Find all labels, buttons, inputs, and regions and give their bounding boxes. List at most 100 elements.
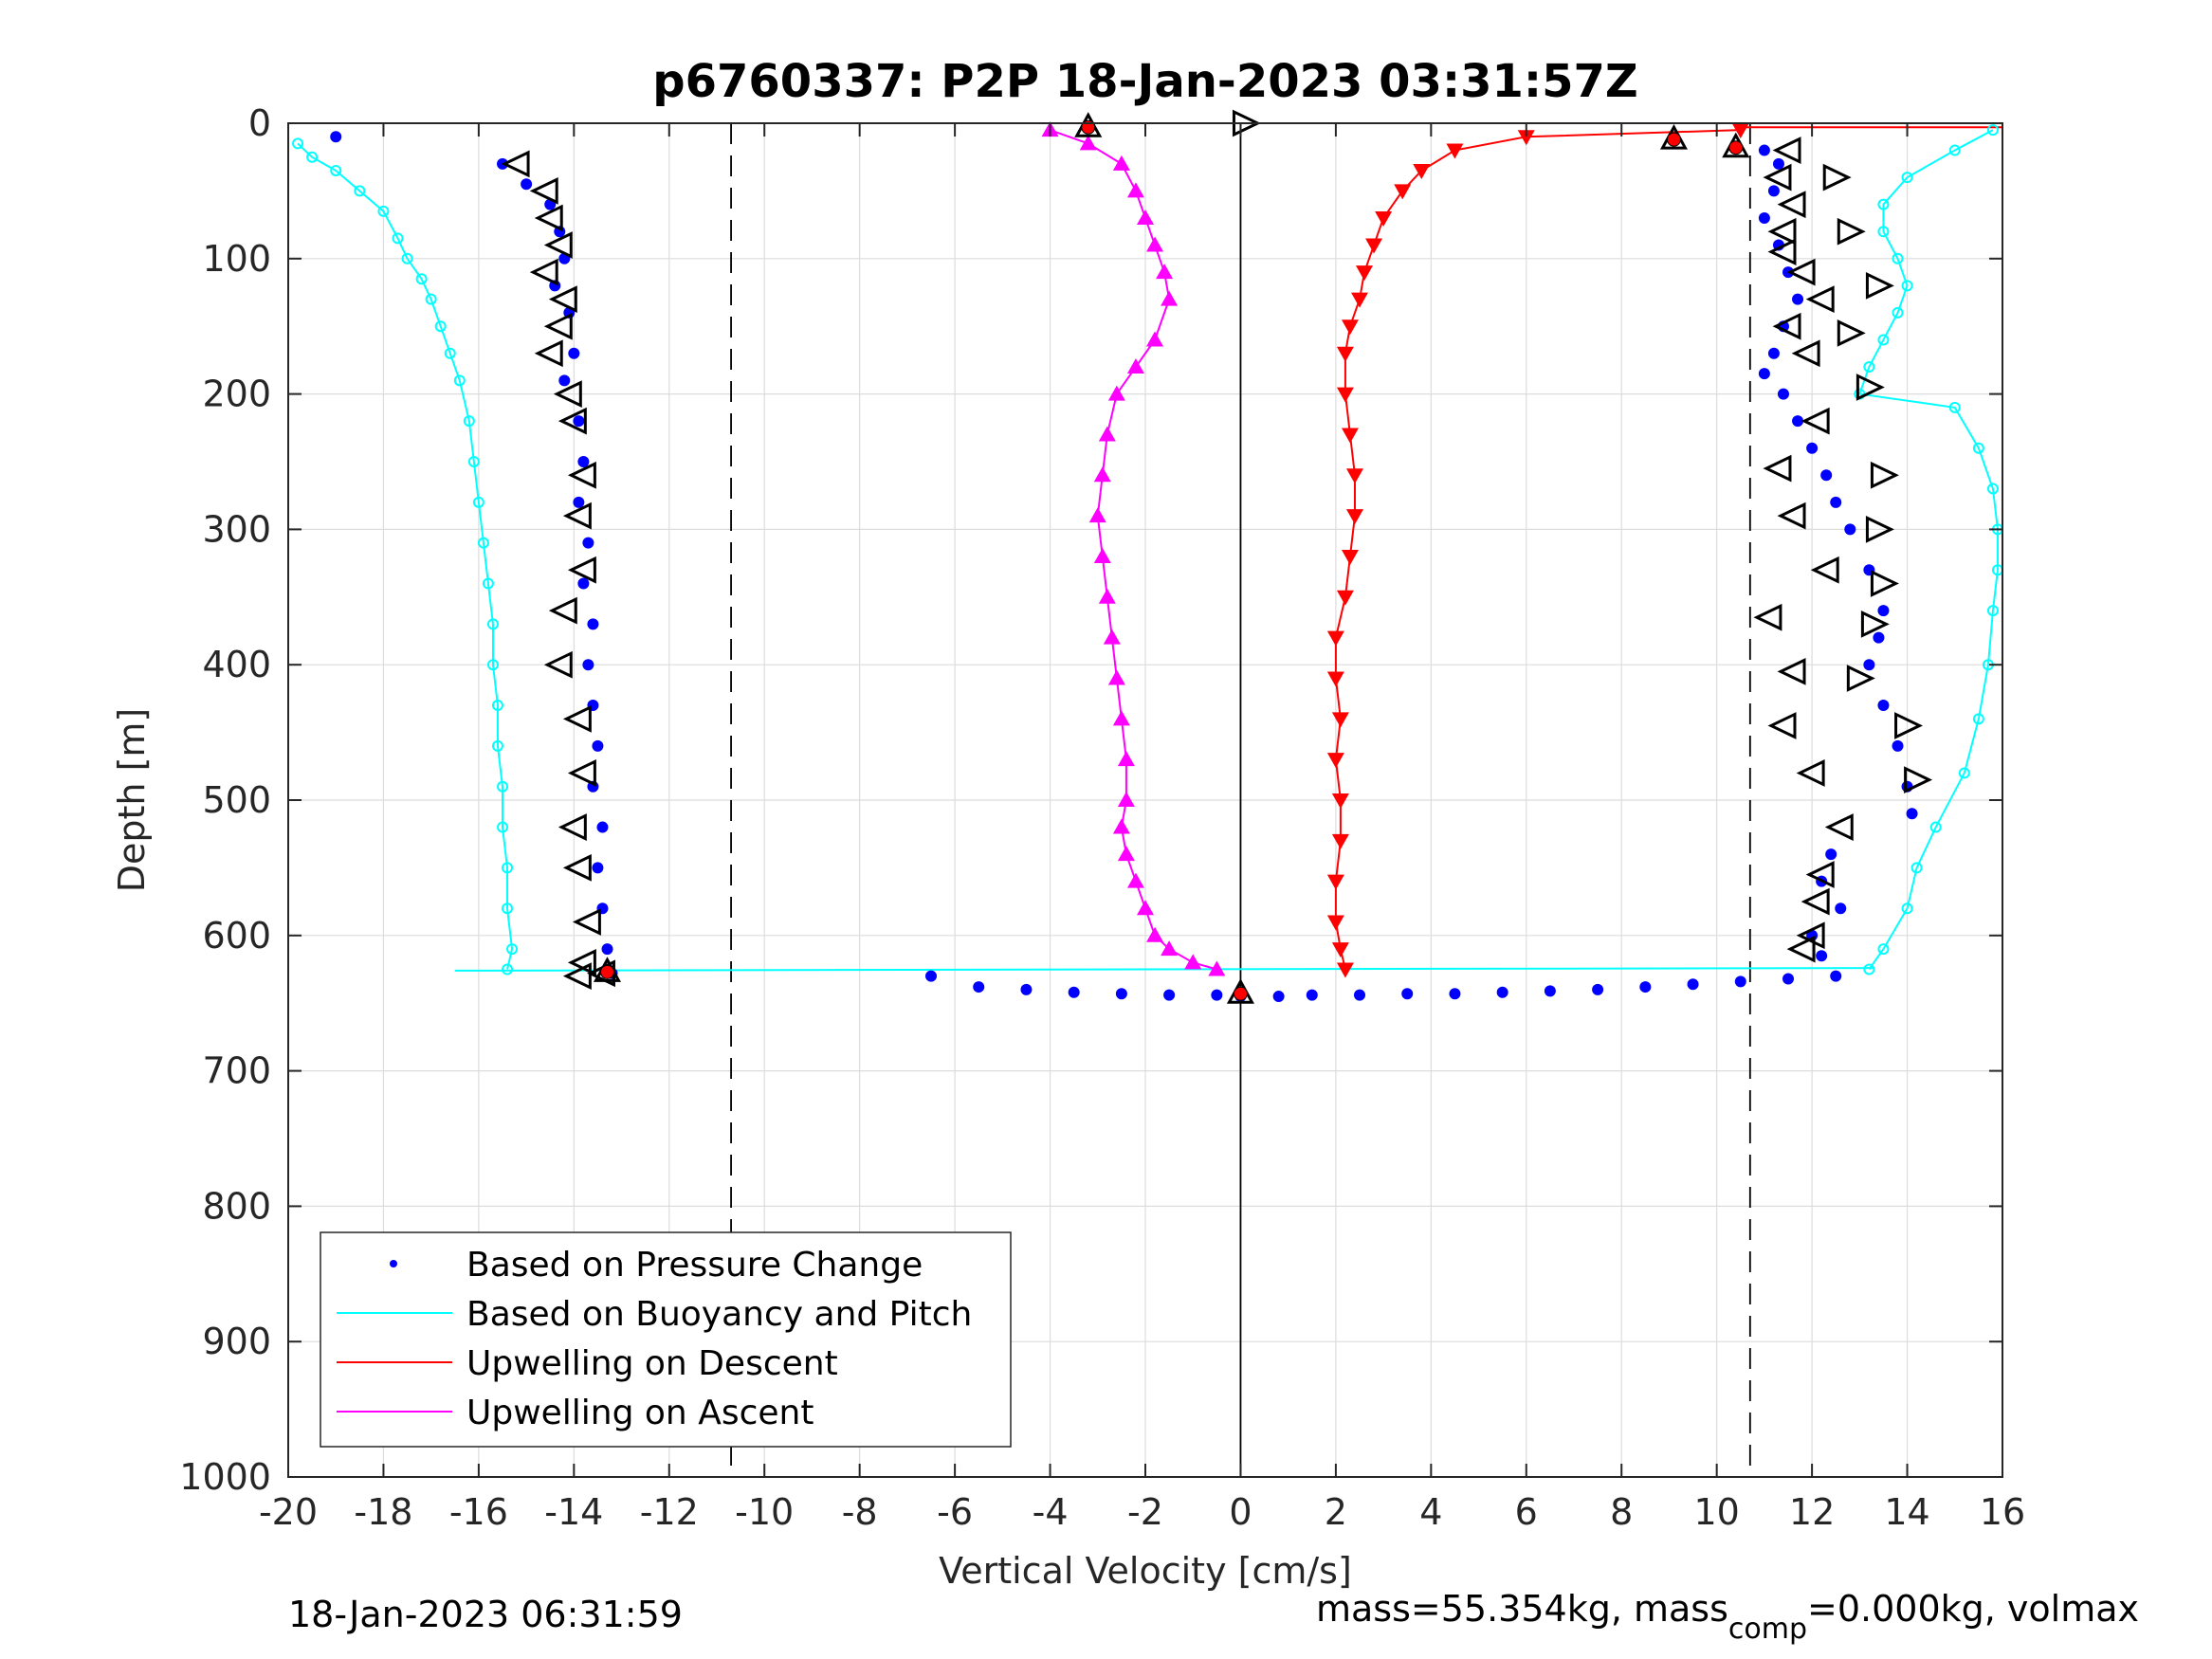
- upwelling_ascent-point: [1161, 940, 1179, 957]
- buoyancy_pitch_ascent-point: [1972, 442, 1984, 454]
- pressure_ascent-point: [1892, 739, 1904, 752]
- x-tick-label: 4: [1419, 1491, 1442, 1533]
- right-triangle-marker: [1870, 461, 1899, 489]
- x-tick-label: -12: [640, 1491, 699, 1533]
- buoyancy_pitch_ascent-point: [1910, 862, 1923, 874]
- buoyancy_pitch_descent-point: [482, 577, 494, 590]
- pressure_bottom-point: [1496, 986, 1508, 998]
- x-tick-label: -6: [937, 1491, 973, 1533]
- pressure_descent-point: [582, 659, 594, 671]
- upwelling_ascent-point: [1146, 331, 1164, 347]
- pressure_bottom-point: [1401, 988, 1414, 1000]
- left-triangle-marker: [1767, 238, 1797, 266]
- buoyancy_pitch_ascent-point: [1901, 902, 1913, 915]
- pressure_bottom-point: [925, 970, 937, 982]
- pressure_ascent-point: [1825, 848, 1837, 861]
- x-tick-label: 8: [1610, 1491, 1633, 1533]
- left-triangle-marker: [1763, 454, 1792, 483]
- x-tick-label: -8: [842, 1491, 878, 1533]
- buoyancy_pitch_ascent-point: [1958, 767, 1970, 779]
- pressure_ascent-point: [1767, 347, 1780, 359]
- x-tick-label: -14: [544, 1491, 603, 1533]
- left-triangle-marker: [1786, 258, 1816, 286]
- pressure_ascent-point: [1820, 469, 1833, 482]
- pressure_bottom-point: [1449, 988, 1461, 1000]
- buoyancy_pitch_descent-point: [463, 415, 475, 428]
- right-triangle-marker: [1837, 217, 1866, 246]
- upwelling_ascent-point: [1117, 751, 1135, 767]
- pressure_bottom-point: [1272, 991, 1285, 1003]
- buoyancy_pitch_ascent-point: [1986, 124, 1999, 137]
- pressure_ascent-point: [1792, 293, 1804, 305]
- x-tick-label: -2: [1127, 1491, 1163, 1533]
- buoyancy_pitch_descent-point: [354, 185, 366, 197]
- left-triangle-marker: [1805, 861, 1835, 888]
- left-triangle-marker: [553, 380, 582, 408]
- left-triangle-marker: [1763, 163, 1792, 191]
- right-triangle-marker: [1860, 610, 1890, 638]
- legend-pressure-label: Based on Pressure Change: [466, 1246, 923, 1285]
- pressure_ascent-point: [1877, 605, 1890, 617]
- upwelling_descent-point: [1375, 210, 1393, 227]
- y-axis-label: Depth [m]: [111, 708, 153, 893]
- buoyancy_pitch_descent-point: [486, 659, 499, 671]
- pressure_ascent-point: [1863, 659, 1875, 671]
- x-tick-label: 12: [1789, 1491, 1835, 1533]
- upwelling_descent-point: [1326, 671, 1344, 687]
- left-triangle-marker: [529, 177, 558, 205]
- buoyancy_pitch_ascent-point: [1877, 943, 1890, 956]
- pressure_ascent-point: [1777, 388, 1789, 400]
- y-tick-label: 700: [202, 1050, 271, 1092]
- upwelling_descent-point: [1326, 874, 1344, 890]
- series-markers: [292, 109, 2003, 1004]
- buoyancy_pitch_ascent-point: [1877, 198, 1890, 210]
- pressure_descent-point: [592, 739, 604, 752]
- y-axis-ticks: 0 100 200 300 400 500 600 700 800 900 1000: [179, 102, 2002, 1498]
- upwelling_ascent-point: [1137, 900, 1154, 916]
- buoyancy_pitch_ascent-point: [1892, 252, 1904, 264]
- pressure_descent-point: [521, 178, 533, 191]
- upwelling_descent-point: [1336, 346, 1354, 362]
- y-tick-label: 500: [202, 779, 271, 821]
- buoyancy_pitch_descent-point: [477, 537, 489, 549]
- footer-mass-subscript: comp: [1728, 1613, 1807, 1646]
- buoyancy_pitch_ascent-point: [1863, 361, 1875, 374]
- pressure_descent-point: [577, 577, 590, 590]
- buoyancy_pitch_ascent-point: [1948, 401, 1961, 413]
- pressure_descent-point: [577, 456, 590, 467]
- pressure_bottom-point: [1115, 988, 1127, 1000]
- upwelling_descent-point: [1345, 468, 1363, 484]
- x-tick-label: 0: [1229, 1491, 1252, 1533]
- pressure_bottom-point: [1068, 986, 1080, 998]
- pressure_ascent-point: [1877, 700, 1890, 712]
- buoyancy_pitch_descent-point: [497, 821, 508, 833]
- upwelling_descent-point: [1341, 428, 1359, 444]
- buoyancy_pitch_ascent-point: [1929, 821, 1942, 833]
- upwelling_ascent-point: [1093, 466, 1111, 483]
- pressure_descent-point: [558, 374, 571, 387]
- left-triangle-marker: [567, 461, 596, 489]
- x-tick-label: 14: [1884, 1491, 1929, 1533]
- upwelling_ascent-point: [1107, 385, 1125, 401]
- y-tick-label: 800: [202, 1185, 271, 1227]
- pressure_bottom-point: [1544, 985, 1556, 997]
- upwelling_ascent-point: [1112, 710, 1130, 726]
- pressure_ascent-point: [1758, 144, 1770, 156]
- left-triangle-marker: [1796, 759, 1825, 787]
- footer-mass-prefix: mass=55.354kg, mass: [1316, 1588, 1728, 1630]
- upwelling_ascent-point: [1107, 669, 1125, 685]
- buoyancy_pitch_descent-point: [306, 151, 319, 163]
- buoyancy_pitch_descent-point: [377, 205, 390, 217]
- upwelling_descent-point: [1331, 793, 1349, 809]
- buoyancy_pitch_ascent-point: [1901, 280, 1913, 292]
- y-tick-label: 1000: [179, 1456, 271, 1498]
- upwelling_descent-point: [1394, 184, 1412, 200]
- left-triangle-marker: [572, 908, 601, 936]
- upwelling_ascent-point: [1146, 926, 1164, 942]
- upwelling_ascent-point: [1126, 872, 1144, 888]
- pressure_bottom-point: [1639, 981, 1652, 994]
- upwelling_ascent-point: [1126, 182, 1144, 198]
- upwelling_ascent-point: [1088, 507, 1106, 523]
- upwelling_ascent-point: [1098, 426, 1116, 442]
- buoyancy_pitch_ascent-point: [1948, 144, 1961, 156]
